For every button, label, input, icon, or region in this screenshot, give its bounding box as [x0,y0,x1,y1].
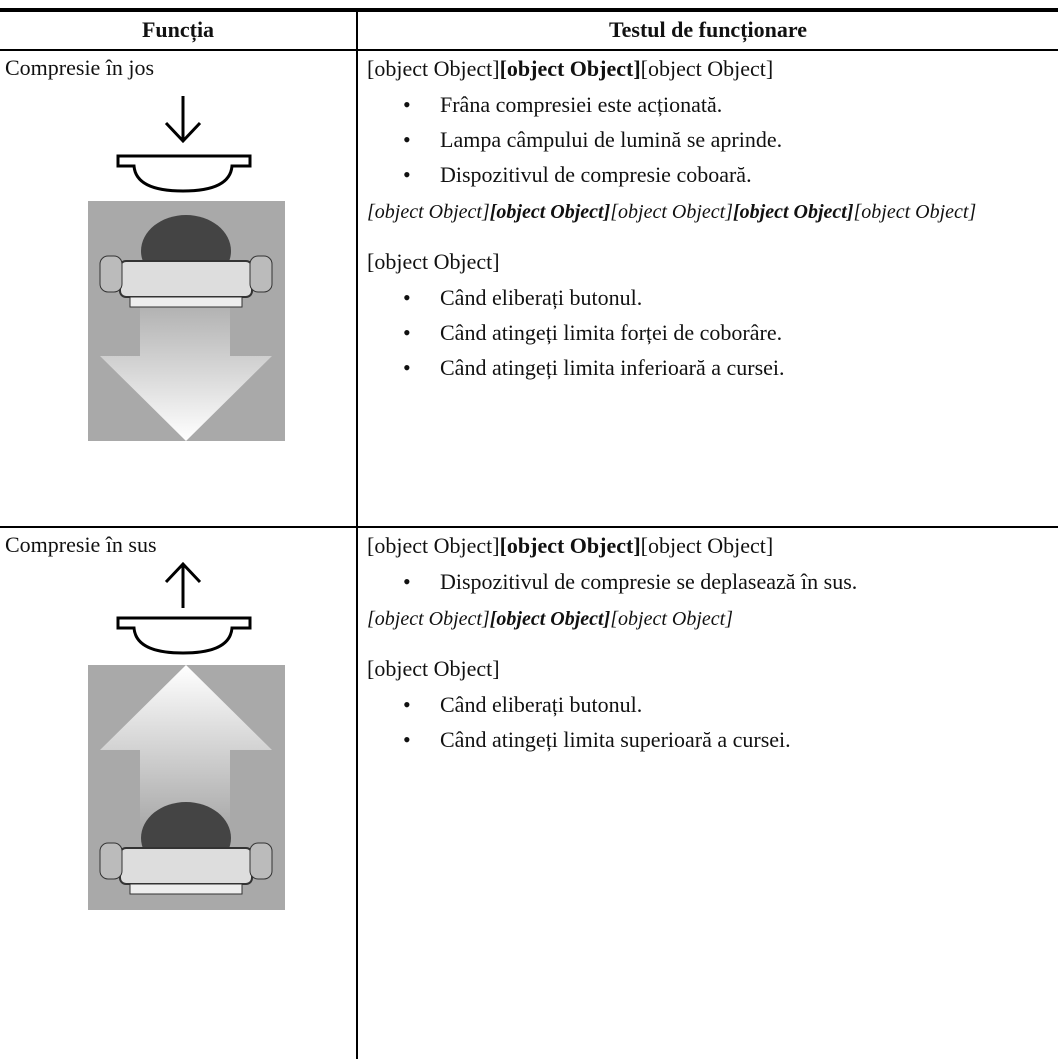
paragraph: [object Object][object Object][object Ob… [367,55,1047,83]
bullet-item: Când atingeți limita superioară a cursei… [367,722,1047,757]
bullet-list: Dispozitivul de compresie se deplasează … [367,564,1047,599]
text-run: [object Object] [367,608,490,630]
bullet-item: Când atingeți limita inferioară a cursei… [367,350,1047,385]
column-divider [356,12,358,1059]
bold-text: [object Object] [489,608,611,630]
bold-text: [object Object] [499,533,641,558]
bold-text: [object Object] [489,201,611,223]
bullet-item: Când eliberați butonul. [367,687,1047,722]
function-name: Compresie în sus [5,532,157,557]
row-rule [0,526,1058,528]
bullet-item: Dispozitivul de compresie se deplasează … [367,564,1047,599]
text-run: [object Object] [367,249,500,274]
note: [object Object][object Object][object Ob… [367,603,1047,635]
header-cell: Testul de funcționare [608,17,808,42]
bullet-list: Când eliberați butonul.Când atingeți lim… [367,280,1047,385]
test-description: [object Object][object Object][object Ob… [367,532,1047,761]
paragraph: [object Object][object Object][object Ob… [367,532,1047,560]
function-name: Compresie în jos [5,55,155,80]
bullet-list: Când eliberați butonul.Când atingeți lim… [367,687,1047,757]
paragraph: [object Object] [367,248,1047,276]
test-description: [object Object][object Object][object Ob… [367,55,1047,389]
compression-down-icon [88,96,285,441]
header-rule [0,49,1058,51]
top-rule [0,8,1058,12]
paragraph: [object Object] [367,655,1047,683]
compression-up-icon [88,561,285,910]
text-run: [object Object] [640,533,774,558]
text-run: [object Object] [853,201,977,223]
text-run: [object Object] [610,201,733,223]
bullet-list: Frâna compresiei este acționată.Lampa câ… [367,87,1047,192]
text-run: [object Object] [367,56,500,81]
table-row: Compresie în sus [object Object][object … [0,528,1058,1059]
note: [object Object][object Object][object Ob… [367,196,1047,228]
bold-text: [object Object] [733,201,854,223]
text-run: [object Object] [610,608,733,630]
bold-text: [object Object] [499,56,641,81]
bullet-item: Când atingeți limita forței de coborâre. [367,315,1047,350]
text-run: [object Object] [367,533,500,558]
bullet-item: Dispozitivul de compresie coboară. [367,157,1047,192]
bullet-item: Când eliberați butonul. [367,280,1047,315]
table-row: Compresie în jos [object Object][object … [0,51,1058,527]
header-cell: Funcția [141,17,215,42]
text-run: [object Object] [367,656,500,681]
bullet-item: Lampa câmpului de lumină se aprinde. [367,122,1047,157]
text-run: [object Object] [367,201,490,223]
bullet-item: Frâna compresiei este acționată. [367,87,1047,122]
text-run: [object Object] [640,56,774,81]
